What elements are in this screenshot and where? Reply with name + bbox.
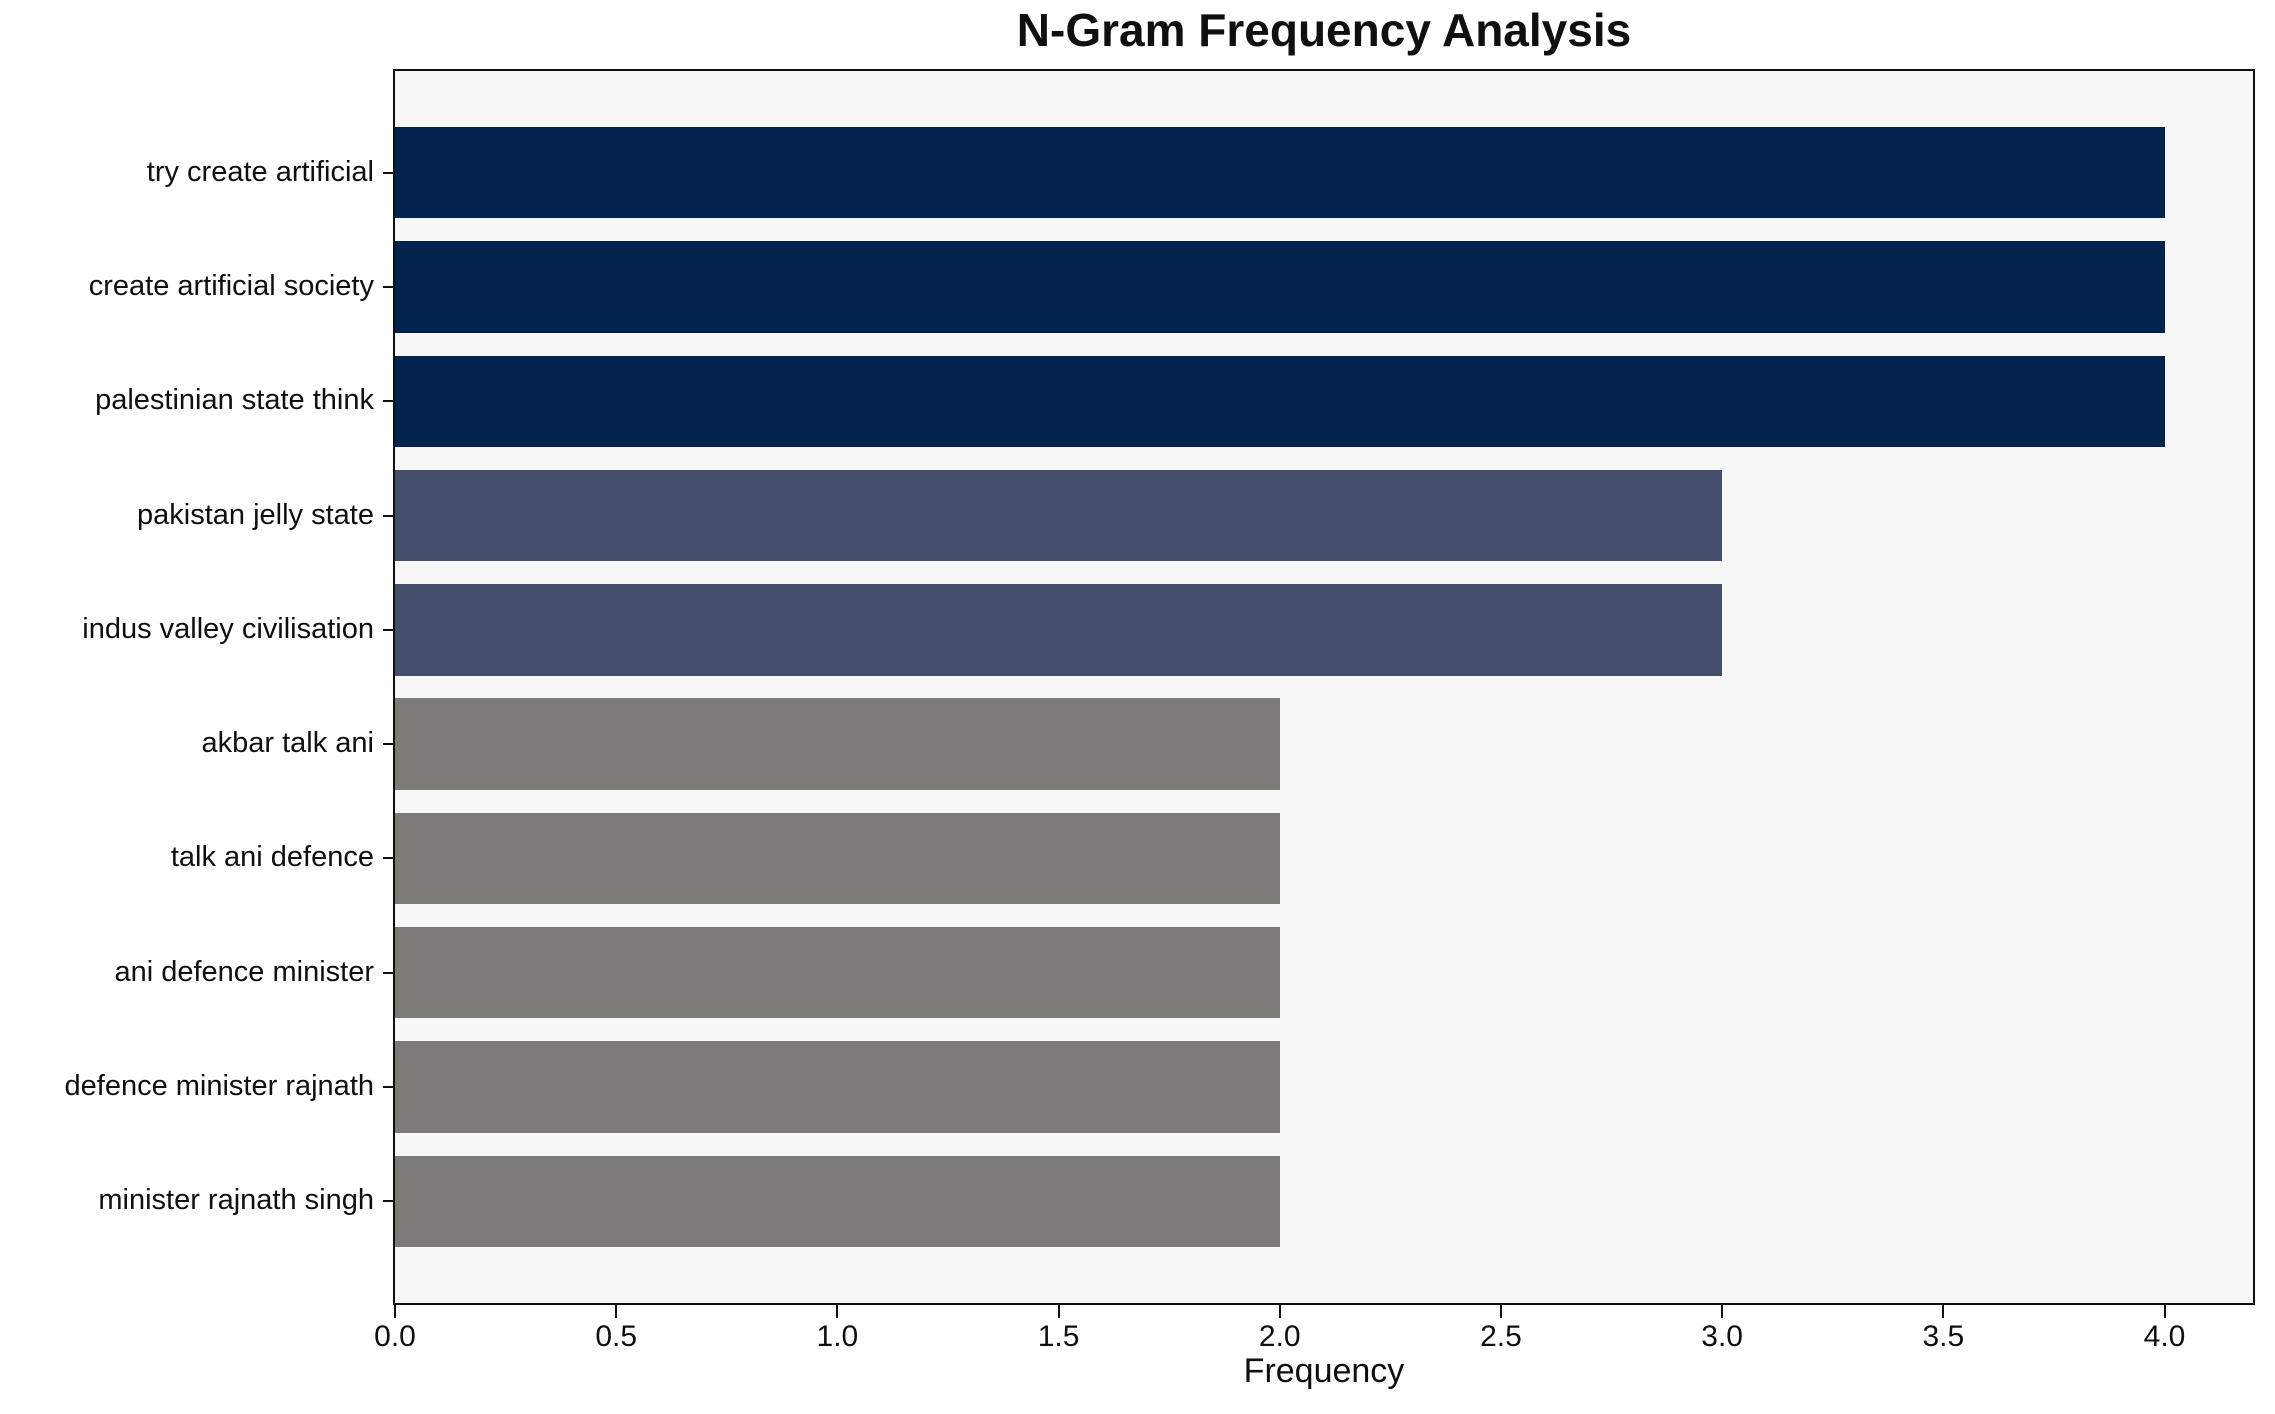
x-tick-label: 0.0 <box>374 1320 416 1353</box>
x-tick <box>836 1305 839 1318</box>
y-axis-label: defence minister rajnath <box>64 1069 375 1102</box>
y-axis-label: palestinian state think <box>95 384 374 417</box>
y-tick <box>383 971 395 974</box>
y-tick <box>383 1200 395 1203</box>
y-tick <box>383 514 395 517</box>
bar <box>395 469 1723 562</box>
x-tick <box>394 1305 396 1318</box>
x-tick <box>1057 1305 1060 1318</box>
y-tick <box>383 628 395 631</box>
y-axis-label: create artificial society <box>88 269 374 302</box>
bar <box>395 584 1723 676</box>
y-axis-label: try create artificial <box>146 155 374 188</box>
x-tick <box>1721 1305 1724 1318</box>
x-tick-label: 3.0 <box>1701 1320 1743 1353</box>
x-tick <box>1499 1305 1502 1318</box>
x-tick-label: 2.5 <box>1480 1320 1522 1353</box>
x-tick-label: 1.5 <box>1037 1320 1080 1353</box>
y-tick <box>383 171 395 174</box>
y-axis-label: ani defence minister <box>114 955 374 988</box>
bar <box>395 698 1280 790</box>
x-axis-title: Frequency <box>1243 1352 1405 1390</box>
x-tick-label: 1.0 <box>816 1320 859 1353</box>
y-tick <box>383 286 395 288</box>
chart-title: N-Gram Frequency Analysis <box>1016 4 1632 56</box>
x-tick-label: 0.5 <box>595 1320 638 1353</box>
bar <box>395 1155 1280 1247</box>
y-tick <box>383 400 395 403</box>
y-axis-label: indus valley civilisation <box>82 612 374 645</box>
y-tick <box>383 857 395 860</box>
x-tick-label: 3.5 <box>1922 1320 1965 1353</box>
y-axis-label: talk ani defence <box>170 841 374 874</box>
x-tick-label: 4.0 <box>2143 1320 2186 1353</box>
y-axis-label: pakistan jelly state <box>137 498 374 531</box>
x-tick <box>1278 1305 1281 1318</box>
y-tick <box>383 1086 395 1088</box>
bar <box>395 355 2165 447</box>
x-tick <box>1942 1305 1945 1318</box>
x-tick <box>615 1305 618 1318</box>
y-tick <box>383 743 395 746</box>
bar <box>395 127 2165 219</box>
bar <box>395 1041 1280 1133</box>
bar <box>395 927 1280 1019</box>
y-axis-label: minister rajnath singh <box>98 1184 374 1217</box>
y-axis-label: akbar talk ani <box>201 726 375 759</box>
bar <box>395 812 1280 905</box>
bar <box>395 241 2165 333</box>
x-tick <box>2163 1305 2166 1318</box>
x-tick-label: 2.0 <box>1258 1320 1301 1353</box>
